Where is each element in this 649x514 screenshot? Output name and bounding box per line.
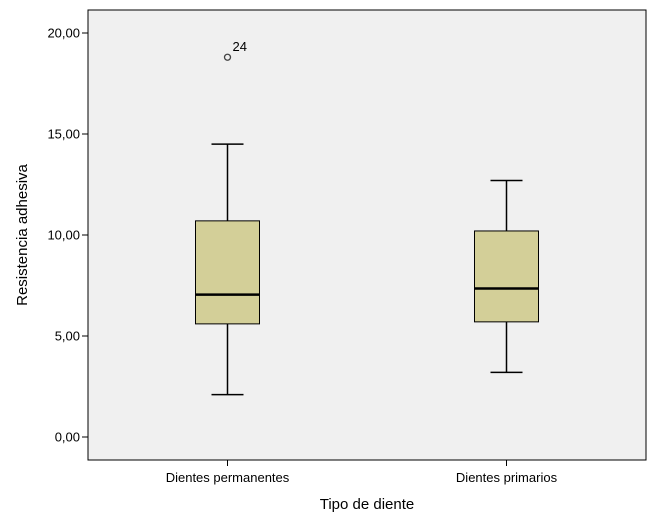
y-axis-title: Resistencia adhesiva: [14, 163, 31, 305]
box-group: [474, 179, 539, 374]
y-axis: 0,00 5,00 10,00 15,00 20,00: [47, 26, 88, 445]
plot-area: [87, 9, 647, 461]
outlier-point: [223, 53, 232, 61]
iqr-box: [474, 230, 539, 323]
y-tick-label: 5,00: [55, 329, 80, 344]
iqr-box: [195, 220, 260, 325]
y-tick-label: 0,00: [55, 430, 80, 445]
y-tick-label: 20,00: [47, 26, 80, 41]
x-axis: Dientes permanentes Dientes primarios: [166, 460, 558, 485]
outlier-label: 24: [233, 39, 247, 54]
x-axis-title: Tipo de diente: [320, 496, 415, 513]
box-group: 24: [195, 39, 260, 396]
y-tick-label: 10,00: [47, 228, 80, 243]
y-tick-label: 15,00: [47, 127, 80, 142]
x-tick-label: Dientes permanentes: [166, 470, 290, 485]
boxes-layer: 24: [195, 39, 539, 396]
x-tick-label: Dientes primarios: [456, 470, 558, 485]
